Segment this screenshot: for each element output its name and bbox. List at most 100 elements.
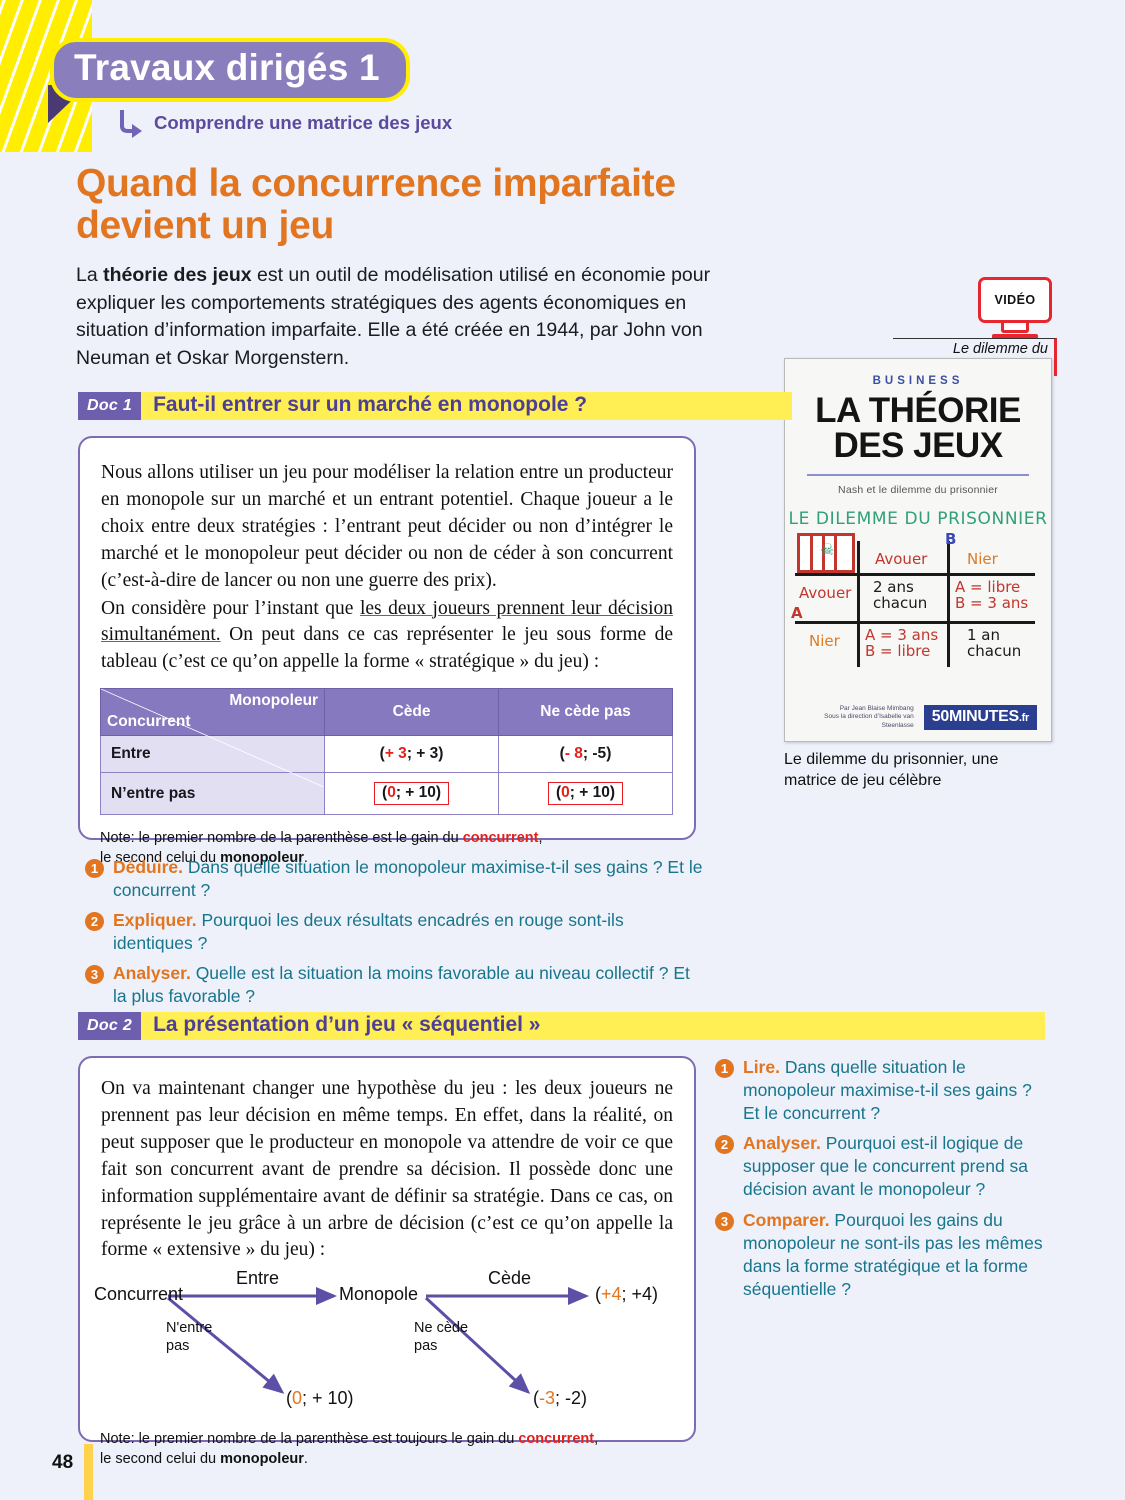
footer-accent-bar (84, 1444, 93, 1500)
tree-payoff-bottom-right: (-3; -2) (533, 1388, 587, 1409)
matrix-col-header-1: Ne cède pas (498, 688, 673, 737)
list-item[interactable]: 1 Déduire. Dans quelle situation le mono… (85, 856, 705, 902)
monitor-base (992, 334, 1038, 339)
cell-close-paren: ) (609, 784, 616, 802)
subtitle-text: Comprendre une matrice des jeux (154, 112, 453, 133)
tree-edge-label-nentre-pas: N'entre pas (166, 1320, 212, 1355)
question-text: Analyser. Quelle est la situation la moi… (113, 962, 705, 1008)
title-banner-wrap: Travaux dirigés 1 (50, 38, 410, 102)
question-verb: Analyser. (743, 1133, 821, 1154)
tree-edge-label-ne-cede-pas: Ne cède pas (414, 1320, 468, 1355)
question-body: Pourquoi les deux résultats encadrés en … (113, 910, 624, 954)
question-verb: Comparer. (743, 1209, 830, 1230)
cell-second-value: -5 (592, 745, 607, 763)
cell-open-paren: ( (559, 745, 565, 763)
page-title-line2: devient un jeu (76, 204, 335, 248)
question-verb: Expliquer. (113, 910, 197, 931)
doc1-note-a: Note: le premier nombre de la parenthèse… (100, 830, 463, 847)
matrix-row-header-0: Entre (99, 735, 326, 774)
doc2-paragraph: On va maintenant changer une hypothèse d… (101, 1078, 673, 1261)
tree-edge-label-entre: Entre (236, 1268, 280, 1289)
table-row: Entre (+ 3; + 3) (- 8; -5) (99, 735, 673, 774)
cover-matrix-col-1: Nier (967, 550, 998, 568)
doc1-paragraph1: Nous allons utiliser un jeu pour modélis… (101, 462, 673, 591)
cover-footer: Par Jean Blaise Mimbang Sous la directio… (785, 705, 1051, 731)
payoff-first-value: 0 (292, 1388, 303, 1409)
list-item[interactable]: 3 Analyser. Quelle est la situation la m… (85, 962, 705, 1008)
matrix-col-header-0: Cède (324, 688, 500, 737)
cover-matrix-player-b: B (945, 530, 957, 548)
doc2-note-c: le second celui du (100, 1450, 221, 1467)
question-text: Analyser. Pourquoi est-il logique de sup… (743, 1132, 1045, 1201)
doc1-note-d: . (303, 849, 308, 866)
cover-credit-line1: Par Jean Blaise Mimbang (839, 704, 914, 712)
cover-handdrawn-matrix: ☠ B A Avouer Nier Avouer Nier 2 ans chac… (791, 530, 1043, 673)
list-item[interactable]: 3 Comparer. Pourquoi les gains du monopo… (715, 1209, 1045, 1301)
cover-divider (807, 474, 1029, 476)
cover-matrix-cell-0-0: 2 ans chacun (873, 578, 928, 613)
cell-open-paren: ( (379, 745, 385, 763)
cover-matrix-player-a: A (791, 604, 803, 622)
cell-separator: ; (395, 784, 406, 802)
highlight-box: (0; + 10) (547, 782, 624, 806)
payoff-first-value: +4 (601, 1284, 622, 1305)
tree-payoff-top-right: (+4; +4) (595, 1284, 658, 1305)
doc2-note-b: , (594, 1431, 599, 1448)
matrix-row-axis-label: Concurrent (107, 713, 191, 731)
cell-separator: ; (582, 745, 593, 763)
doc2-note: Note: le premier nombre de la parenthèse… (100, 1430, 673, 1469)
doc2-box: On va maintenant changer une hypothèse d… (78, 1056, 696, 1467)
publisher-name: 50MINUTES (931, 708, 1019, 726)
cover-matrix-cell-0-1: A = libre B = 3 ans (955, 578, 1029, 613)
question-number-badge: 2 (85, 912, 104, 932)
intro-after: est un outil de modélisation utilisé en … (76, 264, 711, 370)
cell-first-value: + 3 (384, 745, 407, 763)
cover-title-line1: LA THÉORIE (815, 391, 1021, 430)
monitor-stand (1001, 323, 1029, 333)
list-item[interactable]: 2 Expliquer. Pourquoi les deux résultats… (85, 909, 705, 955)
cell-open-paren: ( (555, 784, 562, 802)
doc2-note-d: . (303, 1450, 308, 1467)
cover-matrix-col-0: Avouer (875, 550, 928, 568)
doc2-note-bold: monopoleur (220, 1450, 304, 1467)
cover-credits: Par Jean Blaise Mimbang Sous la directio… (799, 705, 914, 731)
question-verb: Analyser. (113, 963, 191, 984)
question-text: Lire. Dans quelle situation le monopoleu… (743, 1056, 1045, 1125)
payoff-open-paren: ( (533, 1388, 539, 1409)
cell-first-value: - 8 (564, 745, 583, 763)
cover-subtitle: Nash et le dilemme du prisonnier (838, 484, 998, 496)
question-body: Pourquoi les gains du monopoleur ne sont… (743, 1209, 1043, 1299)
matrix-cell-0-0: (+ 3; + 3) (324, 735, 500, 774)
payoff-matrix: Monopoleur Concurrent Cède Ne cède pas E… (99, 688, 673, 816)
doc1-p2-b: On peut dans ce cas représenter le jeu s… (101, 624, 673, 673)
matrix-col-axis-label: Monopoleur (229, 692, 319, 710)
matrix-corner-cell: Monopoleur Concurrent (99, 688, 326, 736)
highlight-box: (0; + 10) (374, 782, 450, 806)
cell-separator: ; (406, 745, 417, 763)
cover-matrix-cell-1-1: 1 an chacun (967, 626, 1022, 661)
list-item[interactable]: 1 Lire. Dans quelle situation le monopol… (715, 1056, 1045, 1125)
list-item[interactable]: 2 Analyser. Pourquoi est-il logique de s… (715, 1132, 1045, 1201)
video-button[interactable]: VIDÉO (978, 277, 1052, 339)
question-text: Comparer. Pourquoi les gains du monopole… (743, 1209, 1045, 1301)
doc1-tag: Doc 1 (78, 392, 142, 420)
payoff-open-paren: ( (595, 1284, 601, 1305)
decision-tree-edges (167, 1287, 589, 1395)
prisoner-figure-icon: ☠ (820, 540, 835, 559)
corner-diagonal-line (101, 689, 324, 787)
arrow-hook-icon (120, 110, 142, 138)
tree-edge-label-cede: Cède (488, 1268, 532, 1289)
doc1-banner: Doc 1 Faut-il entrer sur un marché en mo… (78, 392, 792, 420)
cell-second-value: + 10 (579, 784, 610, 802)
payoff-rest: ; -2) (555, 1388, 588, 1409)
cell-first-value: 0 (561, 784, 570, 802)
cell-first-value: 0 (387, 784, 396, 802)
question-number-badge: 3 (715, 1211, 734, 1231)
table-row: N’entre pas (0; + 10) (0; + 10) (99, 772, 673, 816)
cover-matrix-row-0: Avouer (799, 584, 852, 602)
cell-close-paren: ) (435, 784, 442, 802)
doc2-question-list: 1 Lire. Dans quelle situation le monopol… (715, 1056, 1045, 1308)
tree-edge-nentre-line1: N'entre (166, 1320, 213, 1337)
cover-credit-line2: Sous la direction d’Isabelle van Steenla… (824, 713, 914, 730)
tree-edge-nentre-line2: pas (166, 1337, 190, 1354)
